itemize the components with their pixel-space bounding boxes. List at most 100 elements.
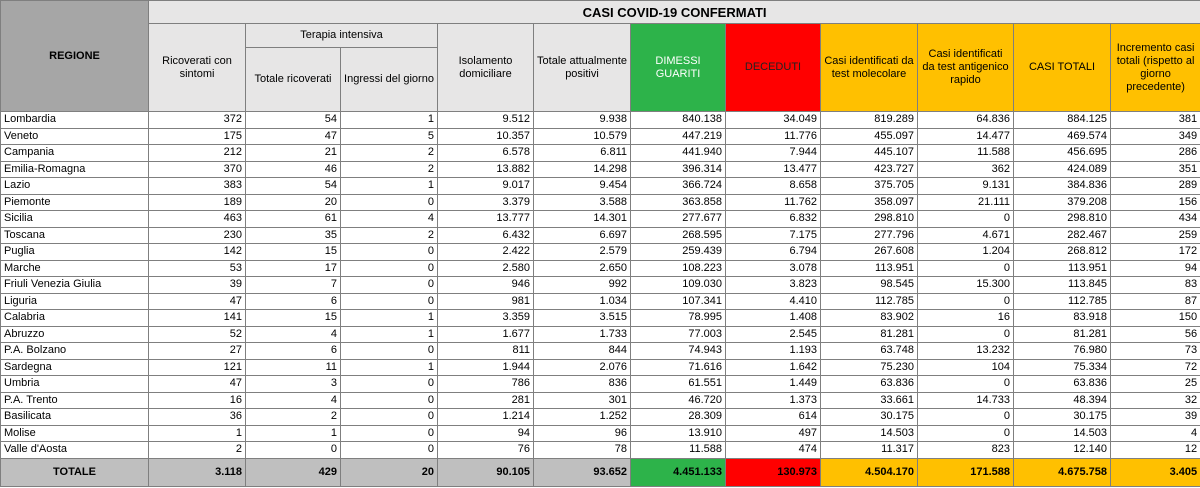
col-header: DECEDUTI bbox=[725, 23, 821, 112]
value-cell: 9.938 bbox=[533, 111, 631, 129]
value-cell: 0 bbox=[917, 259, 1014, 277]
region-cell: Sardegna bbox=[0, 358, 149, 376]
col-header: Totale attualmente positivi bbox=[533, 23, 631, 112]
value-cell: 11.762 bbox=[725, 193, 821, 211]
value-cell: 2.422 bbox=[437, 243, 534, 261]
value-cell: 104 bbox=[917, 358, 1014, 376]
value-cell: 2 bbox=[340, 226, 438, 244]
value-cell: 73 bbox=[1109, 342, 1200, 360]
value-cell: 281 bbox=[437, 391, 534, 409]
value-cell: 6.697 bbox=[533, 226, 631, 244]
value-cell: 3.588 bbox=[533, 193, 631, 211]
region-cell: Toscana bbox=[0, 226, 149, 244]
region-cell: Emilia-Romagna bbox=[0, 160, 149, 178]
col-header: Totale ricoverati bbox=[245, 47, 341, 112]
value-cell: 370 bbox=[148, 160, 246, 178]
value-cell: 94 bbox=[1109, 259, 1200, 277]
value-cell: 230 bbox=[148, 226, 246, 244]
value-cell: 396.314 bbox=[630, 160, 726, 178]
value-cell: 9.454 bbox=[533, 177, 631, 195]
value-cell: 2 bbox=[245, 408, 341, 426]
value-cell: 96 bbox=[533, 424, 631, 442]
value-cell: 423.727 bbox=[820, 160, 918, 178]
value-cell: 0 bbox=[340, 259, 438, 277]
value-cell: 83 bbox=[1109, 276, 1200, 294]
table-row: Lazio 383 54 1 9.017 9.454 366.724 8.658 375.705… bbox=[0, 177, 1200, 195]
value-cell: 71.616 bbox=[630, 358, 726, 376]
value-cell: 212 bbox=[148, 144, 246, 162]
region-cell: Molise bbox=[0, 424, 149, 442]
value-cell: 0 bbox=[917, 292, 1014, 310]
value-cell: 14.733 bbox=[917, 391, 1014, 409]
region-cell: Campania bbox=[0, 144, 149, 162]
value-cell: 21 bbox=[245, 144, 341, 162]
value-cell: 456.695 bbox=[1013, 144, 1111, 162]
value-cell: 109.030 bbox=[630, 276, 726, 294]
value-cell: 3.405 bbox=[1109, 457, 1200, 487]
value-cell: 358.097 bbox=[820, 193, 918, 211]
value-cell: 384.836 bbox=[1013, 177, 1111, 195]
value-cell: 64.836 bbox=[917, 111, 1014, 129]
value-cell: 1 bbox=[148, 424, 246, 442]
table-title: CASI COVID-19 CONFERMATI bbox=[147, 0, 1200, 24]
value-cell: 9.512 bbox=[437, 111, 534, 129]
value-cell: 39 bbox=[1109, 408, 1200, 426]
value-cell: 61 bbox=[245, 210, 341, 228]
region-cell: Friuli Venezia Giulia bbox=[0, 276, 149, 294]
table-row: Toscana 230 35 2 6.432 6.697 268.595 7.175 277.7… bbox=[0, 226, 1200, 244]
value-cell: 455.097 bbox=[820, 127, 918, 145]
region-cell: Piemonte bbox=[0, 193, 149, 211]
value-cell: 363.858 bbox=[630, 193, 726, 211]
value-cell: 4.675.758 bbox=[1013, 457, 1111, 487]
value-cell: 142 bbox=[148, 243, 246, 261]
value-cell: 379.208 bbox=[1013, 193, 1111, 211]
region-cell: Lazio bbox=[0, 177, 149, 195]
value-cell: 13.882 bbox=[437, 160, 534, 178]
group-header: Terapia intensiva bbox=[245, 23, 438, 48]
value-cell: 268.595 bbox=[630, 226, 726, 244]
table-row: Molise 1 1 0 94 96 13.910 497 14.503 0 14.503 4 bbox=[0, 424, 1200, 442]
value-cell: 259 bbox=[1109, 226, 1200, 244]
value-cell: 2.580 bbox=[437, 259, 534, 277]
value-cell: 0 bbox=[340, 391, 438, 409]
value-cell: 0 bbox=[340, 243, 438, 261]
region-cell: Veneto bbox=[0, 127, 149, 145]
value-cell: 811 bbox=[437, 342, 534, 360]
value-cell: 823 bbox=[917, 441, 1014, 459]
value-cell: 107.341 bbox=[630, 292, 726, 310]
value-cell: 786 bbox=[437, 375, 534, 393]
value-cell: 0 bbox=[340, 193, 438, 211]
value-cell: 840.138 bbox=[630, 111, 726, 129]
value-cell: 3.118 bbox=[148, 457, 246, 487]
region-cell: P.A. Bolzano bbox=[0, 342, 149, 360]
table-row: Basilicata 36 2 0 1.214 1.252 28.309 614 30.175 0… bbox=[0, 408, 1200, 426]
value-cell: 6 bbox=[245, 342, 341, 360]
value-cell: 35 bbox=[245, 226, 341, 244]
value-cell: 9.017 bbox=[437, 177, 534, 195]
value-cell: 0 bbox=[917, 210, 1014, 228]
value-cell: 25 bbox=[1109, 375, 1200, 393]
value-cell: 47 bbox=[245, 127, 341, 145]
value-cell: 46 bbox=[245, 160, 341, 178]
value-cell: 72 bbox=[1109, 358, 1200, 376]
value-cell: 6.432 bbox=[437, 226, 534, 244]
value-cell: 7.175 bbox=[725, 226, 821, 244]
col-header: Incremento casi totali (rispetto al gior… bbox=[1109, 23, 1200, 112]
value-cell: 429 bbox=[245, 457, 341, 487]
value-cell: 87 bbox=[1109, 292, 1200, 310]
value-cell: 47 bbox=[148, 292, 246, 310]
value-cell: 992 bbox=[533, 276, 631, 294]
value-cell: 14.298 bbox=[533, 160, 631, 178]
value-cell: 20 bbox=[340, 457, 438, 487]
value-cell: 1.733 bbox=[533, 325, 631, 343]
value-cell: 10.579 bbox=[533, 127, 631, 145]
value-cell: 946 bbox=[437, 276, 534, 294]
value-cell: 1 bbox=[340, 309, 438, 327]
value-cell: 76 bbox=[437, 441, 534, 459]
table-row: Veneto 175 47 5 10.357 10.579 447.219 11.776 455… bbox=[0, 127, 1200, 145]
region-cell: P.A. Trento bbox=[0, 391, 149, 409]
table-row: Lombardia 372 54 1 9.512 9.938 840.138 34.049 81… bbox=[0, 111, 1200, 129]
value-cell: 13.777 bbox=[437, 210, 534, 228]
value-cell: 78.995 bbox=[630, 309, 726, 327]
